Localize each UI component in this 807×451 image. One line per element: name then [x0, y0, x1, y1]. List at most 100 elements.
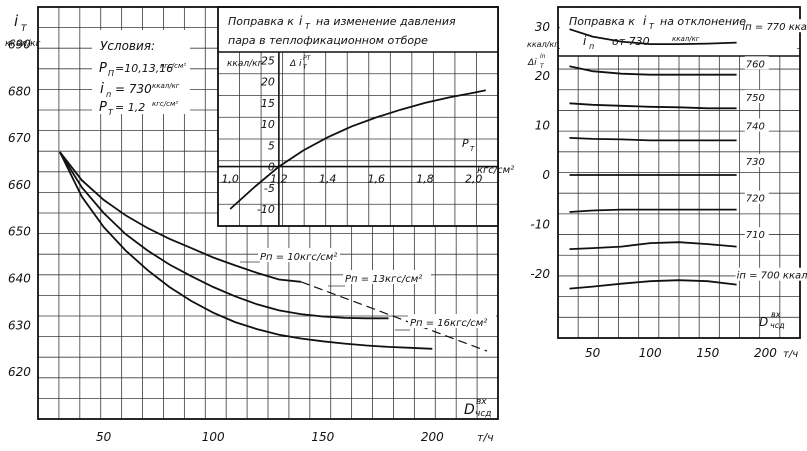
right-title-line2-var: i: [583, 34, 587, 48]
right-x-label-sup: вх: [771, 310, 781, 319]
right-title-line2-unit: ккал/кг: [672, 35, 700, 43]
main-curves: [59, 151, 488, 352]
right-series-line-740: [569, 137, 737, 142]
right-line-label: 740: [746, 122, 765, 133]
inset-frame: [217, 6, 499, 227]
conditions-title: Условия:: [100, 39, 155, 53]
right-series-line-750: [569, 102, 737, 110]
main-x-tick: 200: [421, 430, 444, 444]
inset-x-label: P: [462, 137, 469, 150]
conditions-box: Условия: P П =10,13,16 кгс/см² i п = 730…: [92, 30, 190, 117]
right-title-var: i: [643, 14, 647, 28]
inset-x-tick-labels: 1,01,21,41,61,82,0: [221, 173, 482, 186]
right-line-label: 760: [746, 59, 765, 70]
right-x-label: D: [759, 315, 768, 329]
inset-title-sub: T: [305, 22, 311, 31]
conditions-line3-sub: T: [108, 108, 114, 117]
right-title-sub: T: [649, 22, 655, 31]
right-line-label-background: [744, 154, 769, 168]
right-line-label-background: [744, 190, 769, 204]
inset-title-line2: пара в теплофикационном отборе: [228, 34, 428, 47]
right-line-label-background: [744, 56, 769, 70]
right-title-suffix: на отклонение: [660, 15, 746, 28]
right-series-line-760: [569, 65, 737, 76]
label-background-p10: [258, 248, 340, 262]
right-line-label: 720: [746, 194, 765, 205]
right-y-var-sub: T: [540, 63, 545, 70]
inset-y-var-sup: PT: [303, 55, 312, 62]
inset-y-unit: ккал/кг: [227, 59, 263, 69]
inset-chart: 2520151050-5-10 1,01,21,41,61,82,0 Попра…: [217, 6, 514, 227]
conditions-line2-sub: п: [106, 90, 111, 99]
label-background-p16: [408, 314, 496, 328]
right-y-var: Δi: [527, 58, 537, 68]
inset-x-tick: 2,0: [465, 173, 483, 186]
main-y-tick: 620: [8, 365, 31, 379]
inset-x-tick: 1,8: [416, 173, 434, 186]
right-series-line-770: [569, 28, 737, 45]
right-title-prefix: Поправка к: [569, 15, 635, 28]
right-line-label-background: [741, 19, 807, 33]
inset-series-line: [229, 89, 486, 210]
conditions-line2-value: = 730: [115, 82, 152, 96]
inset-title-suffix: на изменение давления: [316, 15, 456, 28]
right-x-label-sub: чсд: [770, 321, 785, 330]
main-series-line-1: [59, 151, 301, 283]
main-x-label-sup: вх: [476, 397, 487, 407]
conditions-line1-unit: кгс/см²: [160, 62, 186, 70]
main-y-label: i: [14, 12, 19, 30]
right-y-tick: -20: [530, 267, 550, 281]
right-x-unit: т/ч: [783, 349, 798, 360]
main-y-label-sub: T: [21, 24, 28, 34]
inset-curves: [218, 52, 498, 226]
right-series-line-700: [569, 279, 737, 290]
right-line-label: 750: [746, 93, 765, 104]
right-y-tick: 10: [535, 119, 551, 133]
right-line-label-background: [735, 267, 807, 281]
inset-title-prefix: Поправка к: [228, 15, 294, 28]
inset-x-tick: 1,4: [319, 173, 337, 186]
right-title-line2-sub: п: [589, 42, 594, 51]
right-line-label: 710: [746, 230, 765, 241]
inset-y-tick: 5: [268, 139, 275, 152]
main-y-unit: ккал/кг: [5, 39, 41, 49]
right-x-tick: 150: [696, 346, 719, 360]
inset-y-tick: -10: [257, 203, 275, 216]
main-y-tick: 660: [8, 178, 31, 192]
right-series-line-710: [569, 241, 737, 250]
right-x-tick: 50: [585, 346, 601, 360]
right-title-line2-text: от 730: [612, 35, 650, 48]
series-label-p16: Pп = 16кгс/см²: [410, 318, 487, 329]
right-x-tick: 200: [754, 346, 777, 360]
inset-y-var-sub: T: [303, 64, 308, 71]
right-series-line-720: [569, 208, 737, 213]
label-background-p13: [343, 270, 431, 284]
conditions-line1-value: =10,13,16: [115, 62, 173, 75]
main-series-line-2: [59, 151, 389, 320]
inset-x-unit: кгс/см²: [477, 165, 514, 176]
conditions-line2-unit: ккал/кг: [152, 82, 180, 90]
right-line-label: iп = 700 ккал/кг: [737, 271, 807, 282]
right-line-label-background: [744, 89, 769, 103]
right-frame: [557, 6, 801, 339]
conditions-line3-var: P: [99, 100, 107, 115]
main-dashed-extension: [300, 281, 488, 352]
main-y-tick: 690: [8, 38, 31, 52]
right-y-var-sup: in: [540, 53, 546, 60]
main-x-label-sub: чсд: [475, 409, 492, 419]
main-x-tick: 50: [96, 430, 112, 444]
right-y-unit: ккал/кг: [527, 40, 559, 49]
main-y-tick-labels: 690 680 670 660 650 640 630 620: [8, 38, 31, 380]
right-line-label: 730: [746, 157, 765, 168]
main-series-line-3: [59, 151, 433, 350]
inset-x-tick: 1,6: [368, 173, 386, 186]
inset-title-var: i: [299, 14, 303, 28]
series-label-p13: Pп = 13кгс/см²: [345, 274, 422, 285]
conditions-box-background: [92, 30, 190, 114]
right-x-tick-labels: 50 100 150 200: [585, 346, 777, 360]
main-y-tick: 670: [8, 131, 31, 145]
right-line-label-background: [744, 118, 769, 132]
main-x-unit: т/ч: [477, 431, 494, 444]
right-y-tick-labels: 30 20 10 0 -10 -20: [530, 20, 550, 281]
